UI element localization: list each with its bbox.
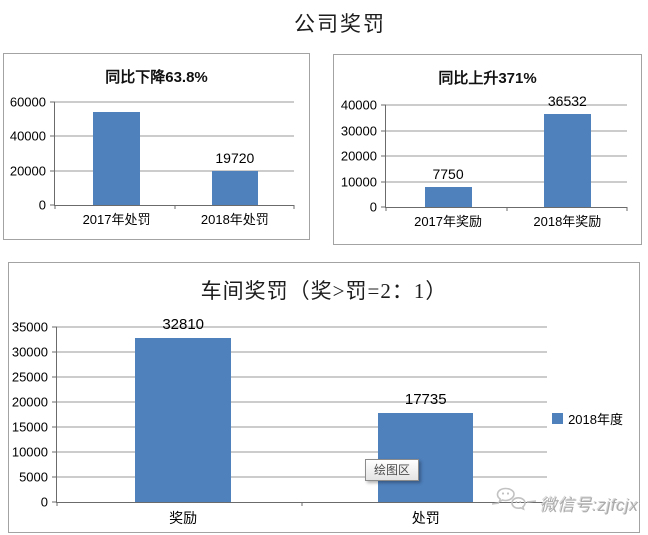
y-tick-label: 40000 [340,97,377,113]
gridline [57,426,547,428]
bar-value-label: 7750 [432,166,464,183]
y-tick-mark [52,401,57,403]
wechat-icon [491,487,540,519]
gridline [57,376,547,378]
chart-title-penalty: 同比下降63.8% [105,69,208,86]
y-tick-label: 20000 [9,163,46,179]
gridline [386,155,627,157]
y-tick-label: 30000 [340,123,377,138]
watermark-text: 微信号:zjfcjx [540,495,639,515]
y-tick-mark [52,451,57,453]
plot-area-tooltip: 绘图区 [365,459,420,482]
gridline [57,476,547,478]
x-tick-mark [626,207,628,211]
y-tick-label: 25000 [11,369,48,385]
plot-area-penalty: 0 20000 40000 60000 2017年处罚 19720 2018年处罚 [10,96,295,226]
gridline [57,351,547,353]
y-tick-label: 0 [38,197,46,213]
gridline [386,104,627,106]
bar [93,111,140,205]
y-tick-label: 10000 [11,444,48,460]
gridline [57,451,547,453]
y-tick-mark [50,170,55,172]
bar [135,337,231,502]
y-tick-mark [381,104,386,106]
bar-value-label: 32810 [162,315,205,333]
y-tick-mark [52,501,57,503]
bar [424,187,472,207]
legend-label: 2018年度 [568,412,623,427]
category-label: 奖励 [169,510,198,526]
y-tick-label: 10000 [340,174,377,189]
y-tick-mark [381,181,386,182]
bar [543,113,591,207]
x-tick-mark [546,502,548,506]
category-label: 2017年处罚 [82,212,151,227]
y-tick-label: 15000 [11,419,48,435]
y-tick-label: 40000 [9,128,46,144]
y-tick-label: 35000 [11,319,48,335]
y-tick-label: 20000 [340,148,377,164]
gridline [55,170,294,172]
bar-value-label: 36532 [547,92,587,109]
y-tick-mark [52,376,57,378]
y-tick-label: 30000 [11,344,48,360]
chart-workshop: 车间奖罚（奖>罚=2：1） 0 5000 10000 15000 20000 25000 3… [8,262,640,533]
x-tick-mark [506,207,507,211]
gridline [55,135,294,137]
y-tick-mark [52,476,57,478]
legend: 2018年度 [552,409,623,428]
gridline [386,181,627,182]
y-tick-mark [52,351,57,353]
bar-value-label: 19720 [215,150,255,167]
category-label: 处罚 [411,510,440,526]
y-tick-mark [50,135,55,137]
y-tick-mark [381,130,386,131]
y-tick-label: 20000 [11,394,48,410]
chart-title-reward: 同比上升371% [438,70,537,87]
x-tick-mark [174,205,175,209]
bar [211,171,259,205]
bar-value-label: 17735 [404,391,447,409]
y-tick-mark [381,206,386,208]
category-label: 2018年处罚 [200,212,269,227]
x-tick-mark [293,205,295,209]
watermark: 微信号:zjfcjx [491,487,639,519]
bar [377,413,474,502]
chart-title-workshop: 车间奖罚（奖>罚=2：1） [200,279,448,303]
category-label: 2018年奖励 [533,214,602,229]
y-tick-mark [50,101,55,103]
chart-company-penalty: 同比下降63.8% 0 20000 40000 60000 2017年处罚 19720 20… [3,53,310,240]
gridline [57,326,547,328]
gridline [57,401,547,403]
y-tick-label: 0 [40,494,48,510]
plot-area-workshop: 0 5000 10000 15000 20000 25000 30000 35000 32810… [12,317,548,525]
legend-color-swatch [552,413,564,424]
page-title: 公司奖罚 [294,12,386,36]
y-tick-label: 60000 [9,94,46,110]
chart-company-reward: 同比上升371% 0 10000 20000 30000 40000 7750 2017年奖… [333,54,642,245]
y-tick-mark [52,426,57,428]
y-tick-label: 0 [369,199,377,215]
x-tick-mark [301,502,303,506]
x-tick-mark [56,502,58,506]
x-tick-mark [385,207,387,211]
x-tick-mark [54,205,56,209]
plot-area-reward: 0 10000 20000 30000 40000 7750 2017年奖励 36532 201… [341,94,628,228]
gridline [386,130,627,131]
y-tick-label: 5000 [19,469,48,485]
y-tick-mark [50,204,55,206]
category-label: 2017年奖励 [414,214,483,229]
gridline [55,101,294,103]
y-tick-mark [52,326,57,328]
y-tick-mark [381,155,386,157]
